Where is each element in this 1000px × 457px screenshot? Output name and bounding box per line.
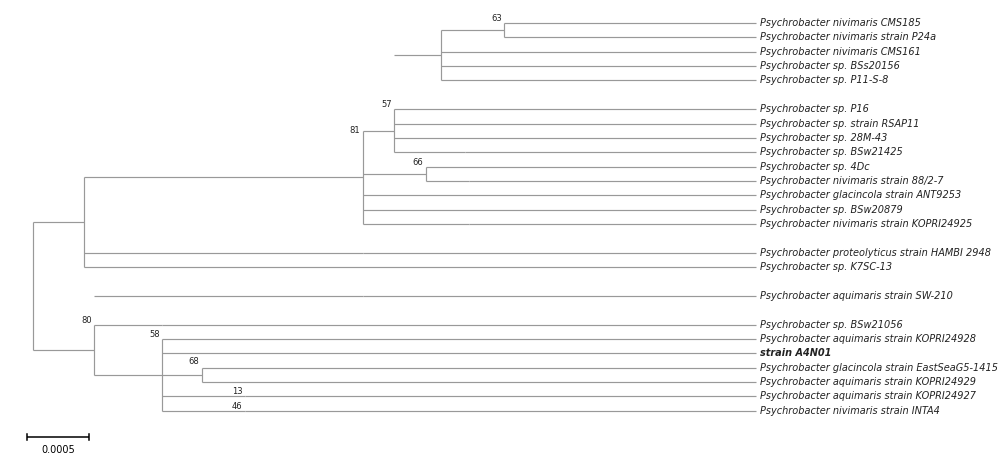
Text: Psychrobacter aquimaris strain KOPRI24929: Psychrobacter aquimaris strain KOPRI2492… (760, 377, 976, 387)
Text: 81: 81 (350, 126, 360, 135)
Text: Psychrobacter aquimaris strain SW-210: Psychrobacter aquimaris strain SW-210 (760, 291, 953, 301)
Text: Psychrobacter nivimaris strain 88/2-7: Psychrobacter nivimaris strain 88/2-7 (760, 176, 944, 186)
Text: 80: 80 (81, 316, 92, 324)
Text: 66: 66 (412, 158, 423, 167)
Text: Psychrobacter sp. P11-S-8: Psychrobacter sp. P11-S-8 (760, 75, 889, 85)
Text: Psychrobacter sp. 28M-43: Psychrobacter sp. 28M-43 (760, 133, 888, 143)
Text: Psychrobacter sp. BSs20156: Psychrobacter sp. BSs20156 (760, 61, 900, 71)
Text: 63: 63 (491, 14, 502, 23)
Text: Psychrobacter sp. BSw21056: Psychrobacter sp. BSw21056 (760, 319, 903, 329)
Text: Psychrobacter glacincola strain ANT9253: Psychrobacter glacincola strain ANT9253 (760, 190, 962, 200)
Text: Psychrobacter sp. K7SC-13: Psychrobacter sp. K7SC-13 (760, 262, 892, 272)
Text: Psychrobacter nivimaris strain INTA4: Psychrobacter nivimaris strain INTA4 (760, 406, 940, 416)
Text: 57: 57 (381, 100, 392, 109)
Text: Psychrobacter glacincola strain EastSeaG5-1415: Psychrobacter glacincola strain EastSeaG… (760, 363, 998, 373)
Text: Psychrobacter nivimaris strain KOPRI24925: Psychrobacter nivimaris strain KOPRI2492… (760, 219, 973, 229)
Text: Psychrobacter sp. BSw20879: Psychrobacter sp. BSw20879 (760, 205, 903, 215)
Text: Psychrobacter aquimaris strain KOPRI24927: Psychrobacter aquimaris strain KOPRI2492… (760, 392, 976, 401)
Text: 68: 68 (189, 357, 199, 367)
Text: Psychrobacter nivimaris CMS185: Psychrobacter nivimaris CMS185 (760, 18, 921, 28)
Text: Psychrobacter proteolyticus strain HAMBI 2948: Psychrobacter proteolyticus strain HAMBI… (760, 248, 991, 258)
Text: strain A4N01: strain A4N01 (760, 348, 832, 358)
Text: Psychrobacter nivimaris strain P24a: Psychrobacter nivimaris strain P24a (760, 32, 936, 43)
Text: 58: 58 (149, 330, 160, 339)
Text: 0.0005: 0.0005 (41, 445, 75, 455)
Text: Psychrobacter sp. strain RSAP11: Psychrobacter sp. strain RSAP11 (760, 118, 920, 128)
Text: Psychrobacter aquimaris strain KOPRI24928: Psychrobacter aquimaris strain KOPRI2492… (760, 334, 976, 344)
Text: 13: 13 (232, 388, 243, 397)
Text: Psychrobacter sp. BSw21425: Psychrobacter sp. BSw21425 (760, 147, 903, 157)
Text: Psychrobacter sp. P16: Psychrobacter sp. P16 (760, 104, 869, 114)
Text: Psychrobacter sp. 4Dc: Psychrobacter sp. 4Dc (760, 162, 870, 171)
Text: 46: 46 (232, 402, 243, 411)
Text: Psychrobacter nivimaris CMS161: Psychrobacter nivimaris CMS161 (760, 47, 921, 57)
